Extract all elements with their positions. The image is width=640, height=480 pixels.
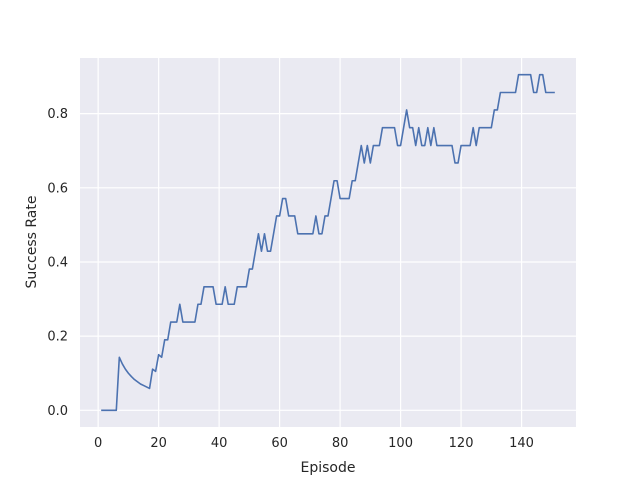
y-tick-labels: 0.0 0.2 0.4 0.6 0.8 <box>47 107 68 419</box>
x-axis-label: Episode <box>301 460 356 476</box>
x-tick-label: 80 <box>332 436 349 451</box>
x-tick-labels: 0 20 40 60 80 100 120 140 <box>94 436 534 451</box>
x-tick-label: 0 <box>94 436 102 451</box>
y-tick-label: 0.4 <box>47 255 68 270</box>
series-line-success-rate <box>101 73 555 412</box>
x-tick-label: 40 <box>211 436 228 451</box>
x-tick-label: 120 <box>449 436 474 451</box>
y-tick-label: 0.0 <box>47 404 68 419</box>
y-axis-label: Success Rate <box>24 196 40 289</box>
x-tick-label: 60 <box>271 436 288 451</box>
y-tick-label: 0.8 <box>47 107 68 122</box>
x-tick-label: 20 <box>150 436 167 451</box>
x-tick-label: 100 <box>388 436 413 451</box>
y-tick-label: 0.6 <box>47 181 68 196</box>
x-tick-label: 140 <box>509 436 534 451</box>
grid-lines <box>80 58 576 427</box>
y-tick-label: 0.2 <box>47 330 68 345</box>
